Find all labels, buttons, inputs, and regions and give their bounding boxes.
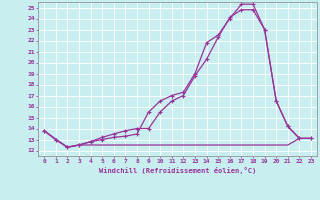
X-axis label: Windchill (Refroidissement éolien,°C): Windchill (Refroidissement éolien,°C) [99,167,256,174]
